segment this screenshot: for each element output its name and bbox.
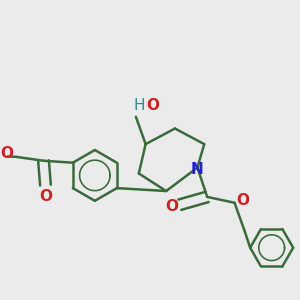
Text: O: O xyxy=(0,146,13,161)
Text: O: O xyxy=(236,193,249,208)
Text: O: O xyxy=(166,199,178,214)
Text: O: O xyxy=(39,189,52,204)
Text: H: H xyxy=(133,98,145,112)
Text: N: N xyxy=(191,162,204,177)
Text: O: O xyxy=(146,98,159,112)
